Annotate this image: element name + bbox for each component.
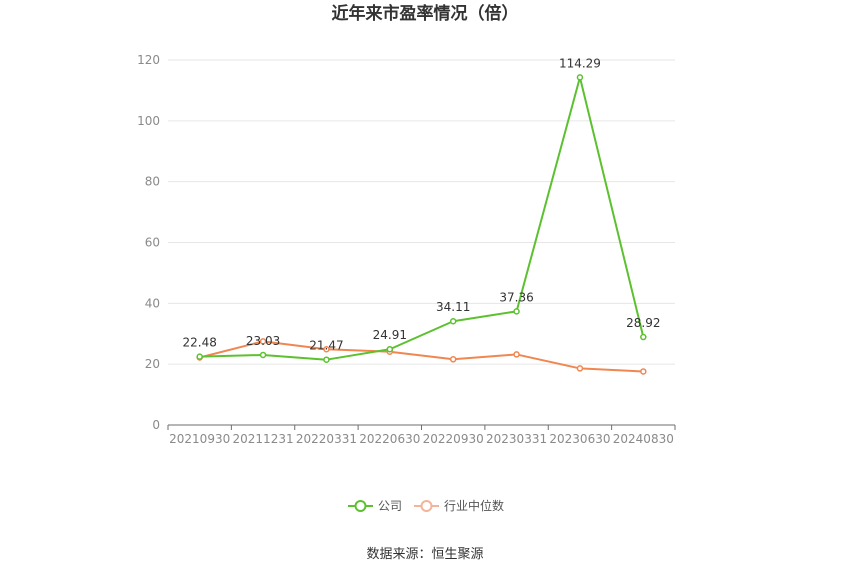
company-data-label: 21.47 <box>309 339 343 353</box>
x-tick-label: 20230331 <box>486 432 547 446</box>
company-data-label: 37.36 <box>499 290 533 304</box>
data-source-text: 数据来源：恒生聚源 <box>366 547 484 562</box>
company-legend-label: 公司 <box>378 499 402 513</box>
y-tick-label: 40 <box>145 296 160 310</box>
company-data-label: 28.92 <box>626 316 660 330</box>
x-tick-label: 20211231 <box>233 432 294 446</box>
y-tick-label: 80 <box>145 175 160 189</box>
company-data-point <box>576 74 584 81</box>
company-series-line <box>199 76 645 361</box>
y-tick-label: 20 <box>145 357 160 371</box>
y-tick-label: 0 <box>152 418 160 432</box>
company-data-label: 24.91 <box>373 328 407 342</box>
industry-median-data-point <box>640 368 647 375</box>
company-data-label: 22.48 <box>183 336 217 350</box>
company-data-point <box>323 356 330 363</box>
company-data-point <box>259 351 267 359</box>
y-tick-label: 100 <box>137 114 160 128</box>
company-data-point <box>386 345 394 353</box>
industry-median-data-point <box>259 338 267 345</box>
data-source-note: 数据来源：恒生聚源 <box>0 545 850 565</box>
x-tick-label: 20230630 <box>549 432 610 446</box>
x-tick-label: 20210930 <box>169 432 230 446</box>
company-data-point <box>449 317 457 325</box>
industry-median-data-point <box>323 346 330 353</box>
industry-median-data-point <box>576 365 584 372</box>
chart-title: 近年来市盈率情况（倍） <box>331 4 519 24</box>
company-data-label: 34.11 <box>436 300 470 314</box>
x-tick-label: 20240830 <box>613 432 674 446</box>
industry-median-series-line <box>199 340 644 373</box>
industry-median-data-point <box>449 356 457 363</box>
industry-median-data-point <box>513 351 520 358</box>
company-data-label: 23.03 <box>246 334 280 348</box>
x-tick-label: 20220930 <box>423 432 484 446</box>
y-tick-label: 60 <box>145 236 160 250</box>
company-legend-marker <box>354 500 367 512</box>
y-tick-label: 120 <box>137 53 160 67</box>
company-data-point <box>640 333 647 341</box>
x-tick-label: 20220331 <box>296 432 357 446</box>
company-data-point <box>196 353 203 360</box>
x-tick-label: 20220630 <box>359 432 420 446</box>
company-data-point <box>513 308 520 315</box>
industry-median-legend-label: 行业中位数 <box>444 498 504 513</box>
industry-median-legend-marker <box>420 500 433 512</box>
company-data-label: 114.29 <box>559 56 601 70</box>
